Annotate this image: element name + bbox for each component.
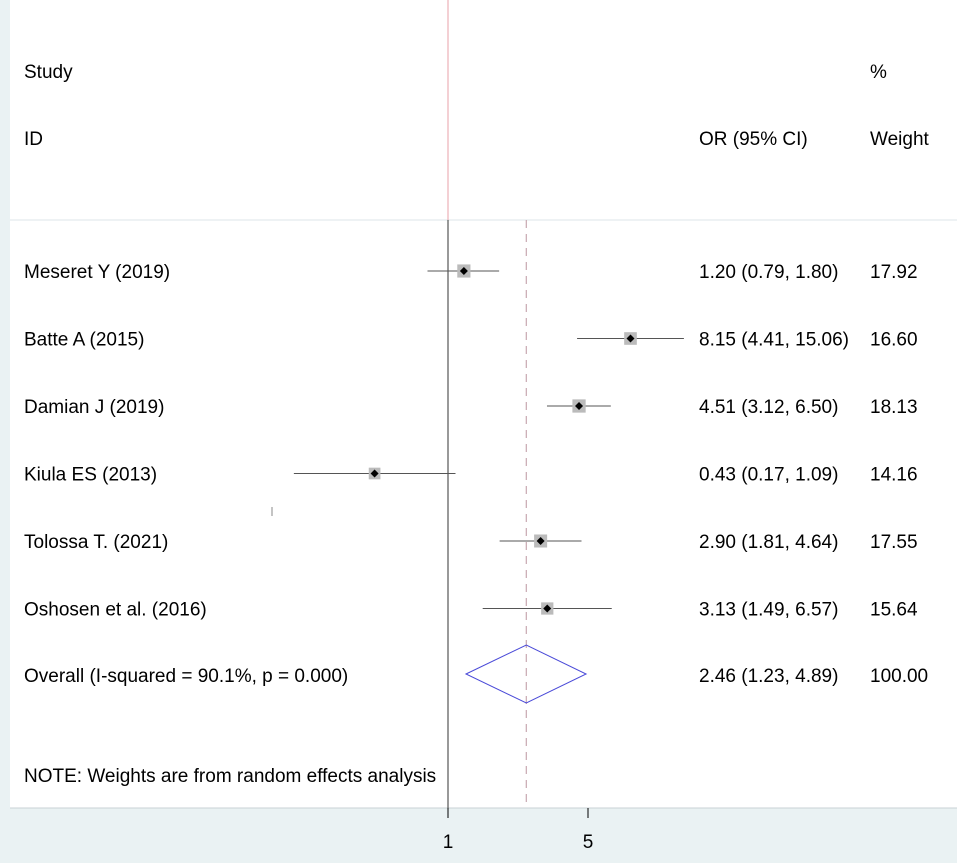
study-row: Oshosen et al. (2016) 3.13 (1.49, 6.57) 15… xyxy=(24,600,918,621)
study-ci: 2.90 (1.81, 4.64) xyxy=(699,532,838,553)
study-label: Oshosen et al. (2016) xyxy=(24,600,207,621)
point-estimate xyxy=(370,469,379,478)
note-text: NOTE: Weights are from random effects an… xyxy=(24,766,436,787)
header-percent: % xyxy=(870,62,887,83)
study-label: Tolossa T. (2021) xyxy=(24,532,168,553)
study-ci: 0.43 (0.17, 1.09) xyxy=(699,465,838,486)
study-row: Tolossa T. (2021) 2.90 (1.81, 4.64) 17.55 xyxy=(24,532,918,553)
point-estimate xyxy=(543,604,552,613)
study-label: Batte A (2015) xyxy=(24,330,144,351)
header-id: ID xyxy=(24,129,43,150)
study-label: Damian J (2019) xyxy=(24,397,164,418)
header-study: Study xyxy=(24,62,73,83)
header-or-ci: OR (95% CI) xyxy=(699,129,808,150)
study-weight: 18.13 xyxy=(870,397,918,418)
point-estimate xyxy=(459,267,468,275)
study-row: Meseret Y (2019) 1.20 (0.79, 1.80) 17.92 xyxy=(24,262,918,283)
overall-label: Overall (I-squared = 90.1%, p = 0.000) xyxy=(24,666,348,687)
overall-diamond xyxy=(464,644,588,704)
x-tick-label: 1 xyxy=(443,832,454,853)
header-weight: Weight xyxy=(870,129,930,150)
study-weight: 15.64 xyxy=(870,600,918,621)
x-tick-label: 5 xyxy=(583,832,594,853)
study-weight: 17.55 xyxy=(870,532,918,553)
study-ci: 1.20 (0.79, 1.80) xyxy=(699,262,838,283)
study-ci: 4.51 (3.12, 6.50) xyxy=(699,397,838,418)
study-weight: 17.92 xyxy=(870,262,918,283)
overall-row: Overall (I-squared = 90.1%, p = 0.000) 2… xyxy=(24,644,928,704)
overall-ci: 2.46 (1.23, 4.89) xyxy=(699,666,838,687)
overall-weight: 100.00 xyxy=(870,666,928,687)
study-row: Batte A (2015) 8.15 (4.41, 15.06) 16.60 xyxy=(24,330,918,351)
study-weight: 14.16 xyxy=(870,465,918,486)
study-ci: 8.15 (4.41, 15.06) xyxy=(699,330,849,351)
point-estimate xyxy=(536,537,545,545)
point-estimate xyxy=(575,402,584,410)
study-label: Kiula ES (2013) xyxy=(24,465,157,486)
study-label: Meseret Y (2019) xyxy=(24,262,170,283)
study-ci: 3.13 (1.49, 6.57) xyxy=(699,600,838,621)
study-row: Damian J (2019) 4.51 (3.12, 6.50) 18.13 xyxy=(24,397,918,418)
study-weight: 16.60 xyxy=(870,330,918,351)
plot-panel xyxy=(10,0,957,808)
study-row: Kiula ES (2013) 0.43 (0.17, 1.09) 14.16 xyxy=(24,465,918,486)
point-estimate xyxy=(626,334,635,343)
study-rows: Meseret Y (2019) 1.20 (0.79, 1.80) 17.92 Ba… xyxy=(24,262,918,621)
